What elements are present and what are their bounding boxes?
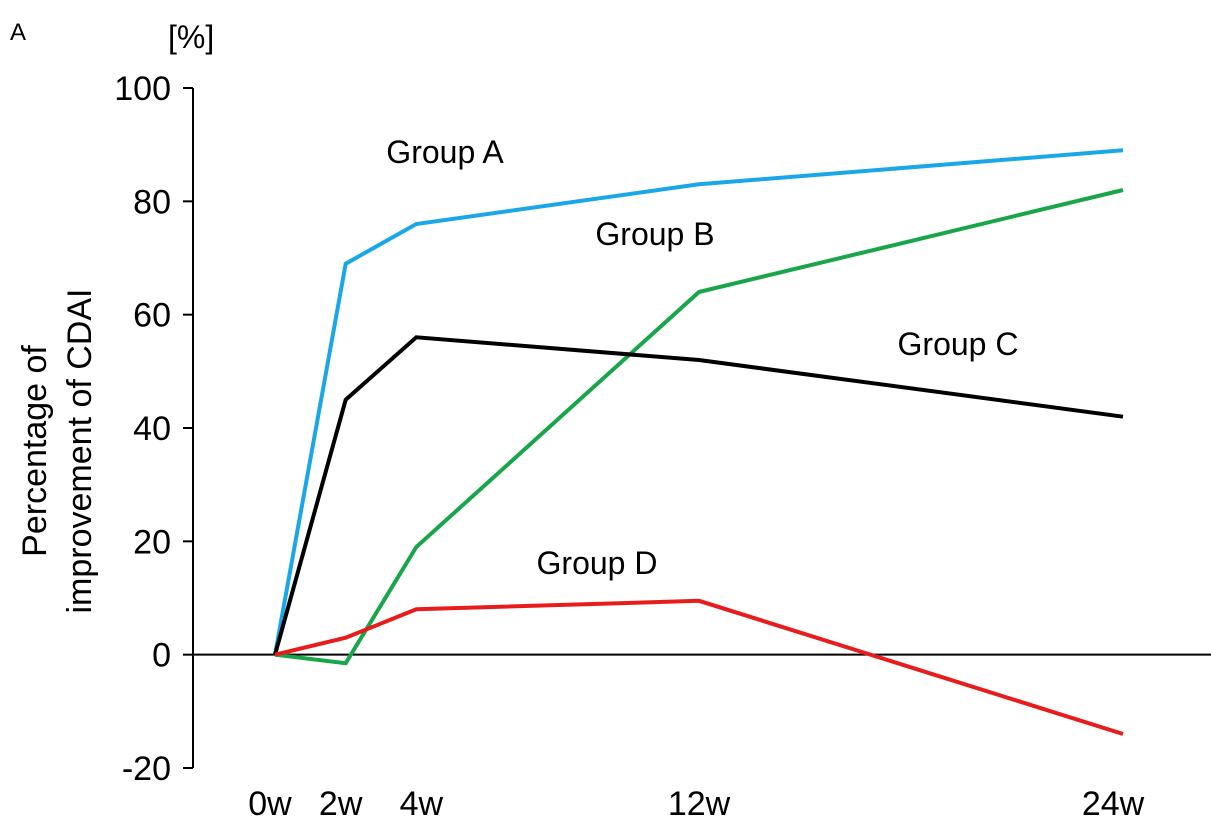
series-label-group-a: Group A: [386, 134, 504, 170]
x-tick-label: 24w: [1082, 785, 1145, 823]
series-line-group-c: [273, 335, 1124, 656]
series-label-group-b: Group B: [595, 216, 714, 252]
x-tick-label: 0w: [248, 785, 292, 823]
y-tick-label: 20: [133, 523, 171, 561]
x-tick-label: 4w: [400, 785, 444, 823]
series-layer: [273, 148, 1124, 736]
y-tick-label: 60: [133, 297, 171, 335]
y-unit-label: [%]: [168, 19, 214, 55]
y-tick-label: 0: [152, 637, 171, 675]
series-line-group-a: [273, 148, 1124, 656]
x-tick-label: 12w: [668, 785, 731, 823]
y-tick-label: 40: [133, 410, 171, 448]
series-label-group-c: Group C: [898, 326, 1019, 362]
panel-label: A: [10, 19, 26, 46]
y-tick-label: -20: [122, 750, 171, 788]
y-axis-title: Percentage of improvement of CDAI: [16, 289, 99, 614]
series-line-group-b: [274, 188, 1124, 666]
y-tick-label: 80: [133, 183, 171, 221]
y-axis-title-line-2: improvement of CDAI: [61, 289, 99, 614]
x-tick-label: 2w: [319, 785, 363, 823]
y-axis-title-line-1: Percentage of: [16, 345, 54, 557]
series-line-group-d: [274, 598, 1124, 736]
series-label-group-d: Group D: [537, 545, 658, 581]
series-labels: Group A Group B Group C Group D: [386, 134, 1018, 581]
axes: -20 0 20 40 60 80 100 0w 2w 4w 12w 24w: [114, 70, 1211, 823]
y-tick-label: 100: [114, 70, 171, 108]
